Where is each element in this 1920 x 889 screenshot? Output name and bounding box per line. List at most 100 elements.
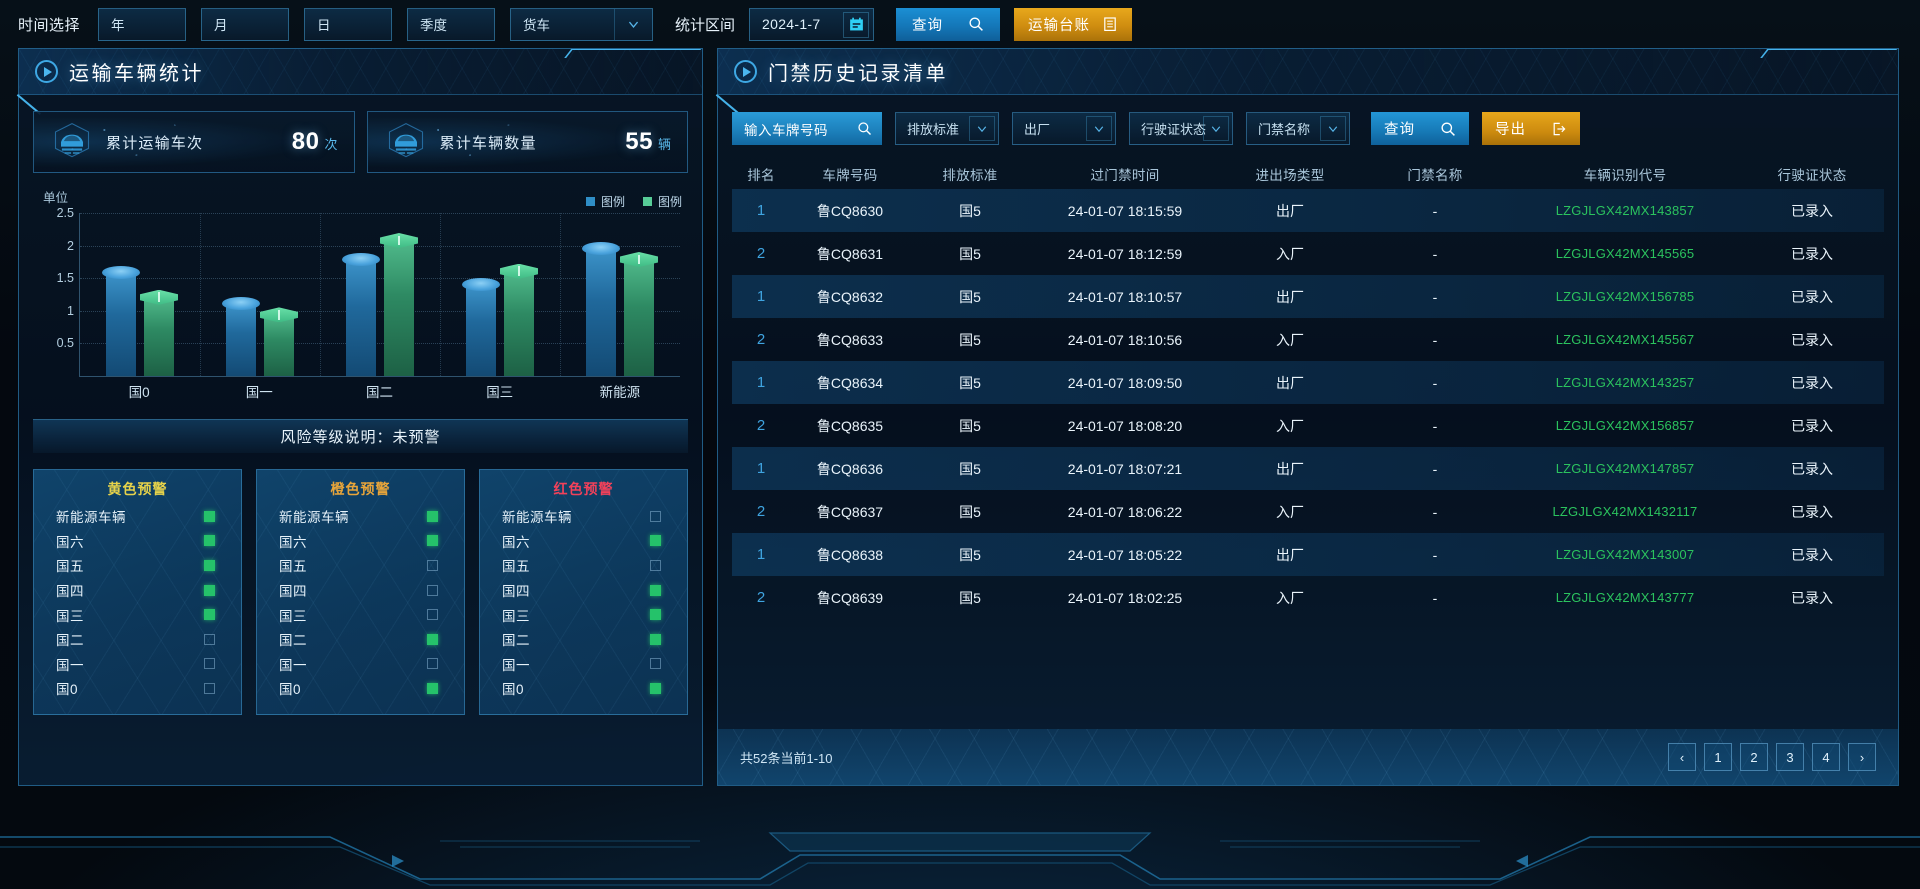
warning-checkbox[interactable] bbox=[204, 559, 215, 571]
warning-row[interactable]: 国二 bbox=[257, 627, 464, 652]
warning-row[interactable]: 新能源车辆 bbox=[480, 504, 687, 529]
warning-checkbox[interactable] bbox=[427, 682, 438, 694]
query-button-table[interactable]: 查询 bbox=[1371, 112, 1469, 145]
transport-ledger-button[interactable]: 运输台账 bbox=[1014, 7, 1133, 41]
stat-card-trips: 累计运输车次 80 次 bbox=[33, 111, 355, 173]
table-row[interactable]: 2 鲁CQ8633 国5 24-01-07 18:10:56 入厂 - LZGJLGX42M… bbox=[732, 318, 1884, 361]
table-row[interactable]: 2 鲁CQ8637 国5 24-01-07 18:06:22 入厂 - LZGJLGX42M… bbox=[732, 490, 1884, 533]
warning-checkbox[interactable] bbox=[650, 535, 661, 547]
warning-row[interactable]: 国五 bbox=[257, 553, 464, 578]
warning-checkbox[interactable] bbox=[427, 510, 438, 522]
warning-row[interactable]: 国六 bbox=[34, 529, 241, 554]
warning-row[interactable]: 国三 bbox=[257, 602, 464, 627]
warning-row[interactable]: 国二 bbox=[34, 627, 241, 652]
table-row[interactable]: 2 鲁CQ8635 国5 24-01-07 18:08:20 入厂 - LZGJLGX42M… bbox=[732, 404, 1884, 447]
warning-row[interactable]: 国六 bbox=[480, 529, 687, 554]
warning-row[interactable]: 国五 bbox=[34, 553, 241, 578]
cell-time: 24-01-07 18:05:22 bbox=[1067, 546, 1183, 563]
cell-emission: 国5 bbox=[959, 546, 981, 563]
warning-checkbox[interactable] bbox=[650, 658, 661, 670]
warning-checkbox[interactable] bbox=[650, 584, 661, 596]
table-row[interactable]: 1 鲁CQ8638 国5 24-01-07 18:05:22 出厂 - LZGJLGX42M… bbox=[732, 533, 1884, 576]
right-panel-title: 门禁历史记录清单 bbox=[768, 63, 948, 85]
warning-checkbox[interactable] bbox=[427, 609, 438, 621]
warning-checkbox[interactable] bbox=[427, 584, 438, 596]
chevron-down-icon[interactable] bbox=[1320, 116, 1346, 141]
chevron-down-icon[interactable] bbox=[1086, 116, 1112, 141]
license-status-select[interactable]: 行驶证状态 bbox=[1129, 112, 1233, 145]
warning-row[interactable]: 国0 bbox=[480, 676, 687, 701]
warning-row[interactable]: 国一 bbox=[34, 652, 241, 677]
warning-row[interactable]: 国一 bbox=[257, 652, 464, 677]
emission-standard-select[interactable]: 排放标准 bbox=[895, 112, 999, 145]
warning-checkbox[interactable] bbox=[204, 609, 215, 621]
pagination-page-1[interactable]: 1 bbox=[1704, 743, 1732, 771]
warning-checkbox[interactable] bbox=[427, 658, 438, 670]
plate-search-input[interactable]: 输入车牌号码 bbox=[732, 112, 882, 145]
warning-checkbox[interactable] bbox=[427, 535, 438, 547]
cell-vin: LZGJLGX42MX143777 bbox=[1555, 590, 1695, 605]
warning-checkbox[interactable] bbox=[650, 510, 661, 522]
warning-checkbox[interactable] bbox=[204, 658, 215, 670]
warning-row[interactable]: 国五 bbox=[480, 553, 687, 578]
cell-status: 已录入 bbox=[1791, 288, 1833, 305]
period-button-quarter[interactable]: 季度 bbox=[407, 7, 496, 41]
table-row[interactable]: 2 鲁CQ8631 国5 24-01-07 18:12:59 入厂 - LZGJLGX42M… bbox=[732, 232, 1884, 275]
cell-gate: - bbox=[1432, 546, 1438, 563]
warning-row[interactable]: 国六 bbox=[257, 529, 464, 554]
bar-body bbox=[586, 248, 616, 376]
gate-name-select[interactable]: 门禁名称 bbox=[1246, 112, 1350, 145]
pagination-page-3[interactable]: 3 bbox=[1776, 743, 1804, 771]
warning-checkbox[interactable] bbox=[650, 559, 661, 571]
cell-time: 24-01-07 18:12:59 bbox=[1067, 245, 1183, 262]
warning-row[interactable]: 国四 bbox=[480, 578, 687, 603]
warning-checkbox[interactable] bbox=[427, 633, 438, 645]
warning-checkbox[interactable] bbox=[427, 559, 438, 571]
table-row[interactable]: 1 鲁CQ8636 国5 24-01-07 18:07:21 出厂 - LZGJLGX42M… bbox=[732, 447, 1884, 490]
chart-bar bbox=[222, 297, 260, 376]
chevron-down-icon[interactable] bbox=[969, 116, 995, 141]
warning-row[interactable]: 国三 bbox=[480, 602, 687, 627]
warning-row[interactable]: 国四 bbox=[34, 578, 241, 603]
chevron-down-icon[interactable] bbox=[1203, 116, 1229, 141]
pagination-page-4[interactable]: 4 bbox=[1812, 743, 1840, 771]
date-range-input[interactable]: 2024-1-7 bbox=[749, 7, 875, 41]
warning-row[interactable]: 国0 bbox=[257, 676, 464, 701]
table-row[interactable]: 1 鲁CQ8630 国5 24-01-07 18:15:59 出厂 - LZGJLGX42M… bbox=[732, 189, 1884, 232]
cell-type: 入厂 bbox=[1276, 503, 1304, 520]
warning-row[interactable]: 国四 bbox=[257, 578, 464, 603]
warning-row[interactable]: 新能源车辆 bbox=[257, 504, 464, 529]
cell-emission: 国5 bbox=[959, 331, 981, 348]
warning-row[interactable]: 国0 bbox=[34, 676, 241, 701]
warning-row[interactable]: 国二 bbox=[480, 627, 687, 652]
period-button-month[interactable]: 月 bbox=[201, 7, 290, 41]
warning-checkbox[interactable] bbox=[204, 584, 215, 596]
table-row[interactable]: 2 鲁CQ8639 国5 24-01-07 18:02:25 入厂 - LZGJLGX42M… bbox=[732, 576, 1884, 619]
factory-select[interactable]: 出厂 bbox=[1012, 112, 1116, 145]
warning-row[interactable]: 新能源车辆 bbox=[34, 504, 241, 529]
period-button-year[interactable]: 年 bbox=[98, 7, 187, 41]
pagination-next-button[interactable]: › bbox=[1848, 743, 1876, 771]
table-row[interactable]: 1 鲁CQ8634 国5 24-01-07 18:09:50 出厂 - LZGJLGX42M… bbox=[732, 361, 1884, 404]
warning-checkbox[interactable] bbox=[650, 633, 661, 645]
warning-checkbox[interactable] bbox=[650, 682, 661, 694]
export-button[interactable]: 导出 bbox=[1482, 112, 1580, 145]
pagination-page-2[interactable]: 2 bbox=[1740, 743, 1768, 771]
chart-bar bbox=[260, 307, 298, 376]
calendar-icon[interactable] bbox=[843, 11, 870, 38]
warning-checkbox[interactable] bbox=[650, 609, 661, 621]
warning-checkbox[interactable] bbox=[204, 510, 215, 522]
period-button-day[interactable]: 日 bbox=[304, 7, 393, 41]
filter-toolbar: 输入车牌号码 排放标准 出厂 行驶证状态 bbox=[718, 95, 1898, 145]
warning-row[interactable]: 国三 bbox=[34, 602, 241, 627]
chevron-down-icon[interactable] bbox=[614, 8, 652, 40]
vehicle-type-select[interactable]: 货车 bbox=[510, 7, 654, 41]
pagination-prev-button[interactable]: ‹ bbox=[1668, 743, 1696, 771]
query-button-top[interactable]: 查询 bbox=[896, 7, 1001, 41]
warning-checkbox[interactable] bbox=[204, 633, 215, 645]
warning-checkbox[interactable] bbox=[204, 682, 215, 694]
table-row[interactable]: 1 鲁CQ8632 国5 24-01-07 18:10:57 出厂 - LZGJLGX42M… bbox=[732, 275, 1884, 318]
warning-row[interactable]: 国一 bbox=[480, 652, 687, 677]
warning-checkbox[interactable] bbox=[204, 535, 215, 547]
search-icon[interactable] bbox=[857, 121, 872, 136]
